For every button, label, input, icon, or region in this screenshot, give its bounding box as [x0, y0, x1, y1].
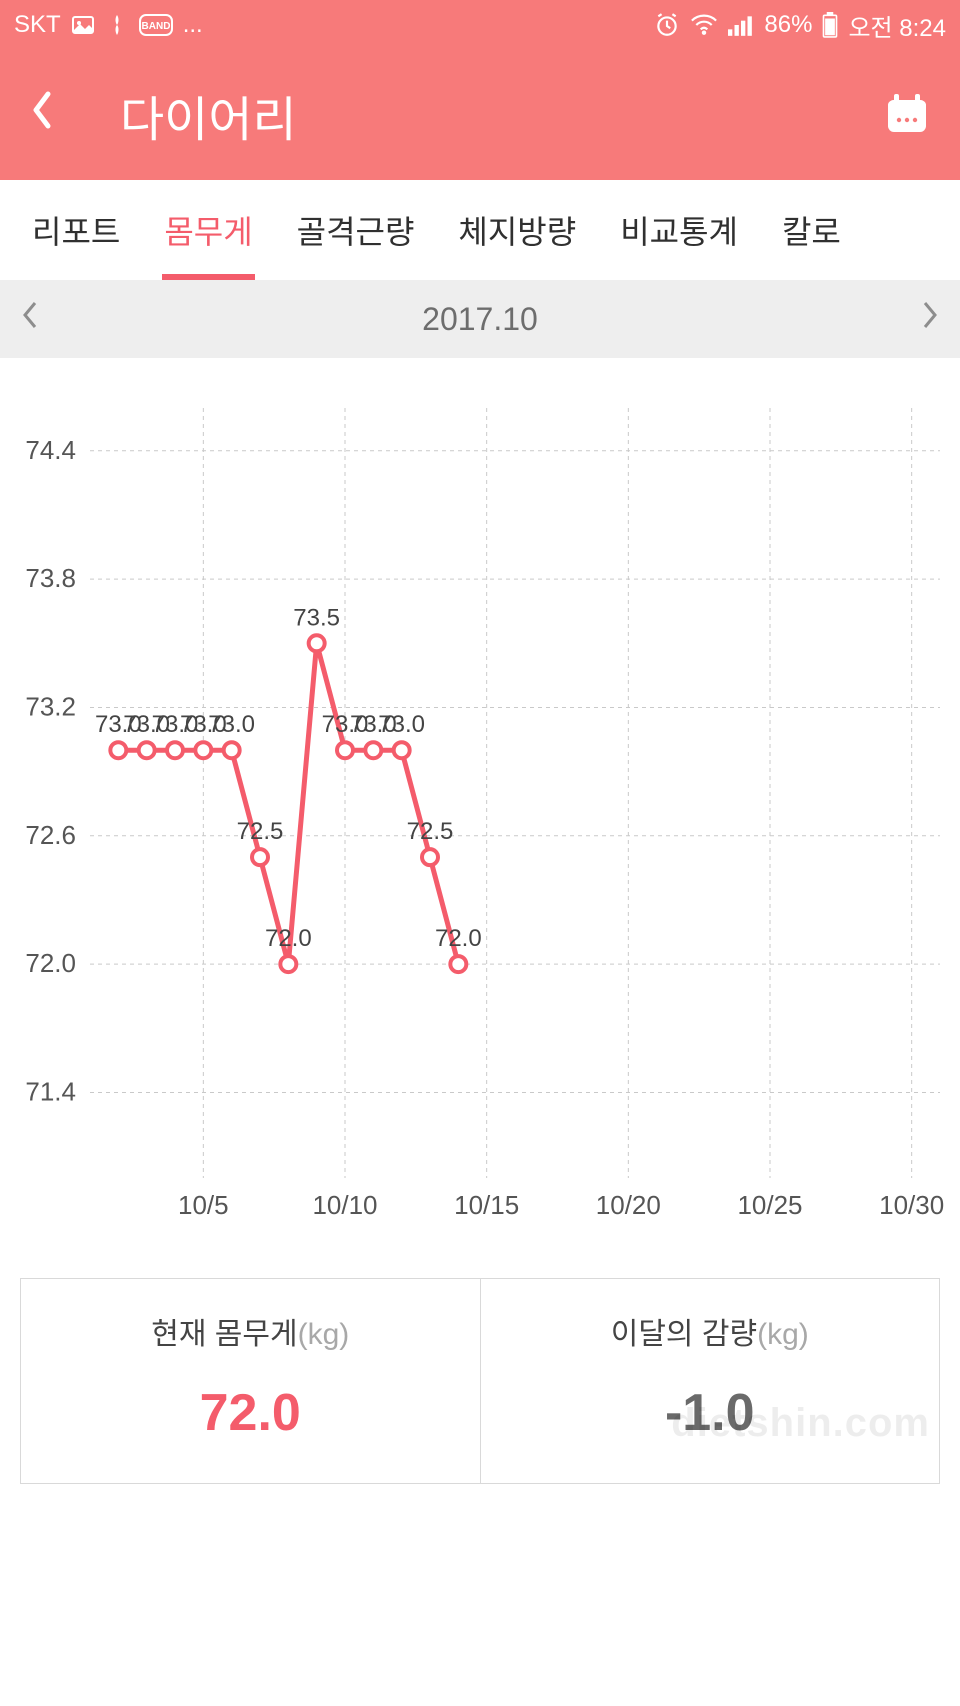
svg-text:72.6: 72.6 [25, 820, 76, 850]
alarm-icon [654, 12, 680, 38]
svg-text:73.0: 73.0 [378, 711, 425, 738]
svg-text:71.4: 71.4 [25, 1076, 76, 1106]
tab-5[interactable]: 칼로 [760, 180, 863, 280]
carrier-label: SKT [14, 11, 61, 39]
weight-chart: 71.4 72.0 72.6 73.2 73.8 74.4 10/5 10/10 10/15 10… [10, 388, 950, 1238]
status-bar: SKT BAND ... 86% 오전 8:24 [0, 0, 960, 50]
status-left: SKT BAND ... [14, 11, 203, 39]
tab-4[interactable]: 비교통계 [598, 180, 760, 280]
svg-text:72.5: 72.5 [237, 818, 284, 845]
tab-3[interactable]: 체지방량 [436, 180, 598, 280]
tab-1[interactable]: 몸무게 [142, 180, 274, 280]
next-month-button[interactable] [920, 298, 940, 340]
battery-icon [822, 12, 838, 38]
tab-2[interactable]: 골격근량 [275, 180, 437, 280]
clock-text: 오전 8:24 [848, 8, 946, 43]
svg-text:10/20: 10/20 [596, 1190, 661, 1220]
svg-text:74.4: 74.4 [25, 435, 76, 465]
svg-text:72.0: 72.0 [435, 925, 482, 952]
month-loss-label: 이달의 감량(kg) [491, 1309, 930, 1353]
status-ellipsis: ... [183, 11, 203, 39]
month-loss-cell: 이달의 감량(kg) -1.0 [480, 1279, 940, 1483]
page-title: 다이어리 [120, 80, 297, 150]
signal-icon [728, 14, 754, 36]
svg-text:10/15: 10/15 [454, 1190, 519, 1220]
month-nav: 2017.10 [0, 280, 960, 358]
status-right: 86% 오전 8:24 [654, 8, 946, 43]
current-weight-cell: 현재 몸무게(kg) 72.0 [21, 1279, 480, 1483]
svg-text:73.0: 73.0 [208, 711, 255, 738]
month-label: 2017.10 [422, 301, 538, 338]
svg-text:73.5: 73.5 [293, 604, 340, 631]
svg-text:73.2: 73.2 [25, 691, 76, 721]
chart-svg: 71.4 72.0 72.6 73.2 73.8 74.4 10/5 10/10 10/15 10… [10, 388, 950, 1238]
svg-text:72.5: 72.5 [407, 818, 454, 845]
svg-text:10/10: 10/10 [312, 1190, 377, 1220]
svg-text:10/25: 10/25 [737, 1190, 802, 1220]
app-bar: 다이어리 [0, 50, 960, 180]
svg-text:10/5: 10/5 [178, 1190, 229, 1220]
image-icon [71, 13, 95, 37]
back-button[interactable] [30, 90, 70, 140]
battery-text: 86% [764, 11, 812, 39]
svg-text:10/30: 10/30 [879, 1190, 944, 1220]
svg-text:73.8: 73.8 [25, 563, 76, 593]
svg-text:BAND: BAND [141, 21, 170, 32]
current-weight-value: 72.0 [31, 1383, 470, 1443]
current-weight-label: 현재 몸무게(kg) [31, 1309, 470, 1353]
prev-month-button[interactable] [20, 298, 40, 340]
svg-text:72.0: 72.0 [25, 948, 76, 978]
watermark: dietshin.com [671, 1401, 930, 1446]
calendar-button[interactable] [884, 90, 930, 141]
band-icon: BAND [139, 14, 173, 36]
svg-text:72.0: 72.0 [265, 925, 312, 952]
app-icon [105, 13, 129, 37]
wifi-icon [690, 14, 718, 36]
tabs: 리포트몸무게골격근량체지방량비교통계칼로 [0, 180, 960, 280]
tab-0[interactable]: 리포트 [10, 180, 142, 280]
summary-table: 현재 몸무게(kg) 72.0 이달의 감량(kg) -1.0 [20, 1278, 940, 1484]
